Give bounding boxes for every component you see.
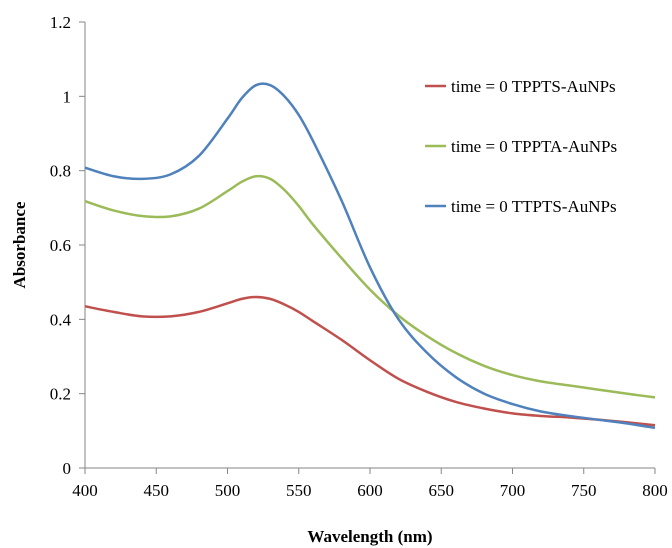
legend-label-2: time = 0 TPPTA-AuNPs — [451, 137, 617, 156]
y-tick-label: 0.2 — [50, 385, 71, 404]
x-tick-label: 700 — [500, 481, 526, 500]
x-tick-label: 600 — [357, 481, 383, 500]
y-tick-label: 0.8 — [50, 162, 71, 181]
y-tick-label: 1.2 — [50, 13, 71, 32]
y-tick-label: 0.6 — [50, 236, 71, 255]
x-tick-label: 500 — [215, 481, 241, 500]
legend: time = 0 TPPTS-AuNPs time = 0 TPPTA-AuNPs… — [425, 77, 617, 216]
x-axis-title: Wavelength (nm) — [307, 527, 432, 546]
x-tick-label: 750 — [571, 481, 597, 500]
y-tick-label: 0.4 — [50, 310, 72, 329]
legend-label-3: time = 0 TTPTS-AuNPs — [451, 197, 617, 216]
axes: 0 0.2 0.4 0.6 0.8 1 1.2 400 450 500 550 600 650 700 75… — [50, 13, 668, 500]
x-tick-label: 550 — [286, 481, 312, 500]
x-tick-label: 650 — [429, 481, 455, 500]
series-layer — [84, 82, 656, 430]
x-tick-label: 800 — [642, 481, 668, 500]
y-tick-label: 1 — [63, 87, 72, 106]
series-line-2 — [84, 174, 656, 399]
y-tick-label: 0 — [63, 459, 72, 478]
legend-label-1: time = 0 TPPTS-AuNPs — [451, 77, 616, 96]
y-axis-title: Absorbance — [10, 201, 29, 288]
series-line-3 — [84, 82, 656, 430]
series-line-1 — [84, 295, 656, 427]
x-tick-label: 400 — [72, 481, 98, 500]
x-tick-label: 450 — [144, 481, 170, 500]
